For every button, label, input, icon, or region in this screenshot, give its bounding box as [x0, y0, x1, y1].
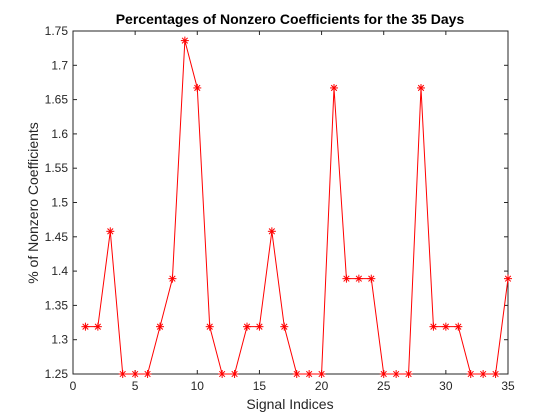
data-series	[81, 36, 512, 378]
data-point-asterisk	[267, 227, 276, 236]
data-point-asterisk	[404, 370, 413, 378]
x-tick-label: 35	[501, 379, 515, 393]
data-point-asterisk	[479, 370, 488, 378]
x-axis-ticks: 0 5 10 15 20 25 30 35	[70, 31, 515, 393]
x-axis-label: Signal Indices	[246, 396, 333, 412]
data-point-asterisk	[292, 370, 301, 378]
x-tick-label: 15	[253, 379, 267, 393]
data-point-asterisk	[131, 370, 140, 378]
data-point-asterisk	[143, 370, 152, 378]
data-point-asterisk	[118, 370, 127, 378]
data-point-asterisk	[81, 322, 90, 331]
data-point-asterisk	[180, 36, 189, 45]
data-point-asterisk	[168, 274, 177, 283]
data-point-asterisk	[429, 322, 438, 331]
data-point-asterisk	[156, 322, 164, 331]
data-point-asterisk	[305, 370, 314, 378]
data-point-asterisk	[205, 322, 214, 331]
y-tick-label: 1.5	[51, 196, 68, 210]
y-tick-label: 1.65	[45, 93, 69, 107]
data-point-asterisk	[417, 83, 425, 92]
x-tick-label: 0	[70, 379, 77, 393]
x-tick-label: 30	[439, 379, 453, 393]
y-tick-label: 1.7	[51, 58, 68, 72]
y-tick-label: 1.35	[45, 298, 69, 312]
data-point-asterisk	[342, 274, 351, 283]
data-point-asterisk	[243, 322, 251, 331]
x-tick-label: 20	[315, 379, 329, 393]
plot-area-frame	[72, 30, 509, 375]
y-tick-label: 1.4	[51, 264, 68, 278]
data-point-asterisk	[106, 227, 115, 236]
data-point-asterisk	[93, 322, 102, 331]
data-point-asterisk	[454, 322, 463, 331]
data-point-asterisk	[230, 370, 239, 378]
y-axis-label: % of Nonzero Coefficients	[25, 122, 41, 284]
data-point-asterisk	[379, 370, 388, 378]
x-tick-label: 5	[132, 379, 139, 393]
data-point-asterisk	[392, 370, 401, 378]
y-tick-label: 1.75	[45, 24, 69, 38]
y-axis-ticks: 1.25 1.3 1.35 1.4 1.45 1.5 1.55 1.6 1.65 1.7 1.75	[45, 24, 508, 381]
x-tick-label: 25	[377, 379, 391, 393]
data-point-asterisk	[441, 322, 450, 331]
data-point-asterisk	[280, 322, 289, 331]
y-tick-label: 1.25	[45, 367, 69, 381]
series-line	[85, 40, 509, 375]
data-point-asterisk	[255, 322, 264, 331]
data-point-asterisk	[330, 83, 338, 92]
chart-title: Percentages of Nonzero Coefficients for …	[116, 11, 465, 27]
data-point-asterisk	[218, 370, 227, 378]
data-point-asterisk	[504, 274, 512, 283]
data-point-asterisk	[367, 274, 376, 283]
data-point-asterisk	[317, 370, 326, 378]
data-point-asterisk	[193, 83, 202, 92]
y-tick-label: 1.6	[51, 127, 68, 141]
y-tick-label: 1.55	[45, 161, 69, 175]
y-tick-label: 1.3	[51, 333, 68, 347]
data-point-asterisk	[491, 370, 500, 378]
x-tick-label: 10	[191, 379, 205, 393]
data-point-asterisk	[466, 370, 475, 378]
y-tick-label: 1.45	[45, 230, 69, 244]
data-point-asterisk	[354, 274, 363, 283]
